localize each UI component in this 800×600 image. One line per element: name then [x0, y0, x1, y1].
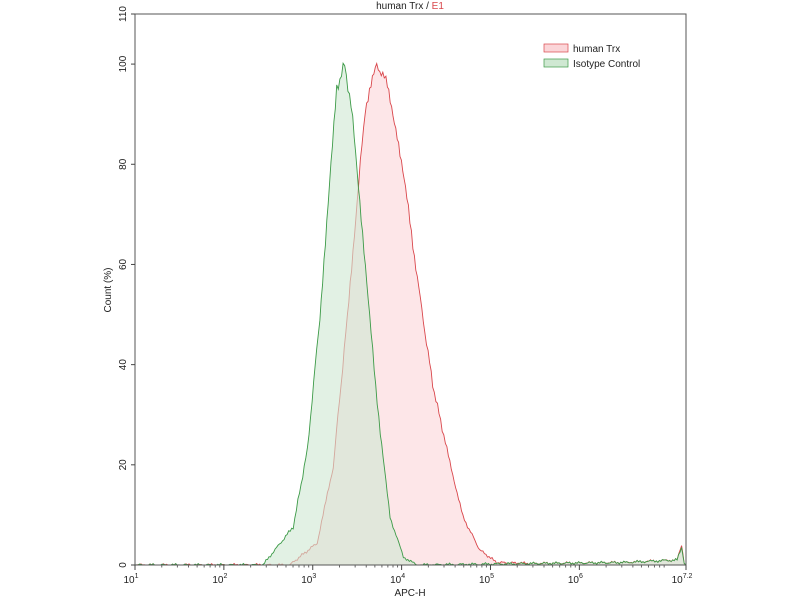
- legend-label-isotype-control: Isotype Control: [573, 59, 640, 70]
- y-tick-label: 100: [118, 55, 129, 72]
- x-axis: 101 102 103 104 105 106 107.2: [123, 565, 693, 586]
- legend-label-human-trx: human Trx: [573, 44, 620, 55]
- y-tick-label: 20: [118, 459, 129, 471]
- x-tick-label: 106: [568, 573, 583, 586]
- x-tick-label: 103: [301, 573, 316, 586]
- plot-frame: [134, 13, 687, 566]
- legend-swatch-isotype-control: [543, 58, 569, 68]
- series-layer: [134, 61, 687, 566]
- legend-swatch-human-trx: [543, 43, 569, 53]
- y-tick-label: 40: [118, 359, 129, 371]
- y-tick-label: 60: [118, 258, 129, 270]
- y-tick-label: 110: [118, 6, 129, 22]
- x-tick-label: 107.2: [672, 573, 693, 586]
- series-fill-0: [135, 63, 686, 565]
- x-tick-label: 102: [212, 573, 227, 586]
- x-axis-label: APC-H: [394, 588, 425, 599]
- x-tick-label: 104: [390, 573, 405, 586]
- y-tick-label: 80: [118, 158, 129, 170]
- y-axis: 0 20 40 60 80 100 110: [118, 6, 135, 568]
- legend: human Trx Isotype Control: [543, 43, 640, 70]
- chart-title: human Trx / E1: [376, 1, 444, 12]
- x-tick-label: 105: [479, 573, 494, 586]
- x-tick-label: 101: [123, 573, 138, 586]
- y-tick-label: 0: [118, 562, 129, 568]
- y-axis-label: Count (%): [103, 267, 114, 312]
